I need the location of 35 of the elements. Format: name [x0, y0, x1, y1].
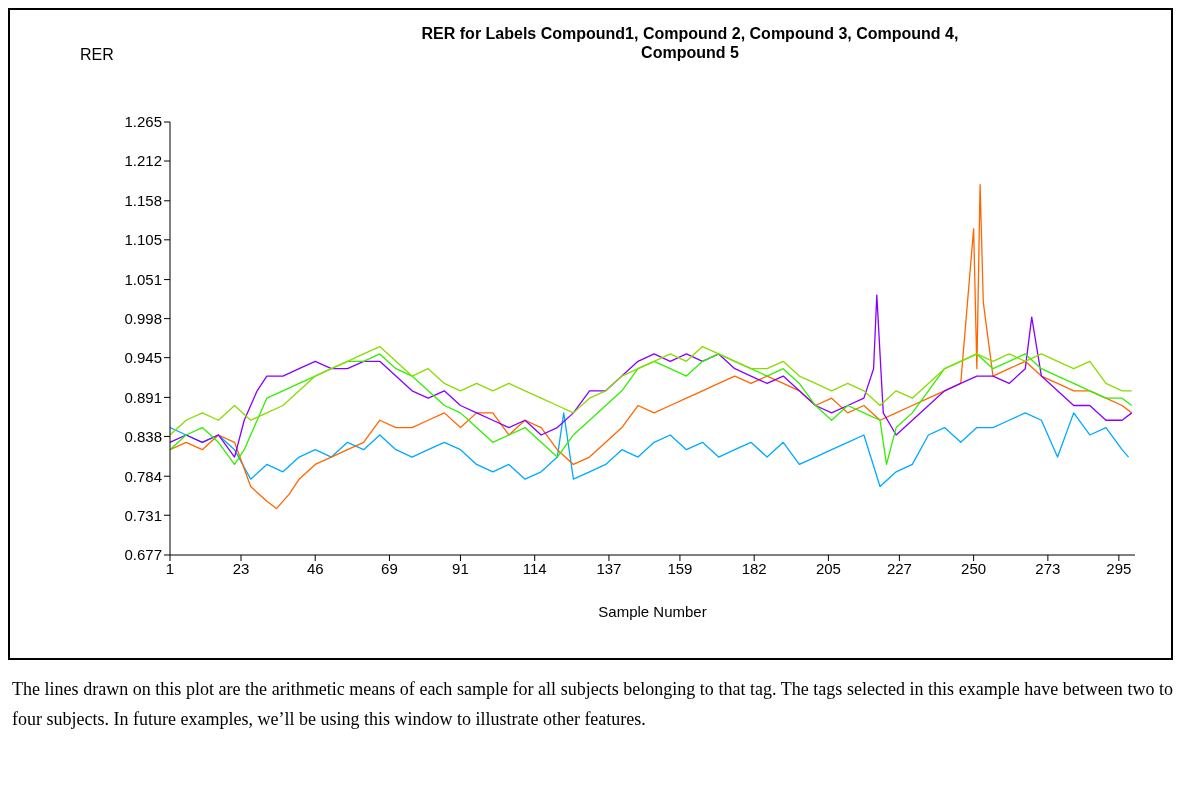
chart-title: RER for Labels Compound1, Compound 2, Compound 3, Compound 4, Compound 5 [420, 24, 960, 62]
y-tick-label: 1.105 [124, 231, 162, 249]
line-series [170, 345, 1133, 436]
line-series [170, 353, 1133, 466]
x-tick-label: 69 [381, 559, 398, 577]
y-tick-label: 0.945 [124, 348, 162, 366]
x-axis-title: Sample Number [598, 603, 707, 620]
x-tick-label: 273 [1035, 559, 1061, 577]
line-series [170, 183, 1133, 510]
x-tick-label: 205 [815, 559, 841, 577]
x-tick-label: 137 [596, 559, 622, 577]
x-tick-label: 159 [667, 559, 693, 577]
x-tick-label: 114 [522, 559, 547, 577]
text: The lines drawn on this plot are the arithmetic means of each sample for all subjects belonging to that tag. The tags selected in this example have between two to four subjects. In future examples, we’ll be using this window to illustrate other features. [12, 678, 1173, 731]
x-tick-label: 91 [452, 559, 469, 577]
line-series [170, 412, 1130, 488]
y-tick-label: 1.265 [124, 113, 162, 131]
x-tick-label: 46 [306, 559, 324, 577]
x-tick-label: 250 [961, 559, 987, 577]
y-tick-label: 0.998 [124, 309, 162, 327]
x-tick-label: 23 [232, 559, 250, 577]
x-tick-label: 227 [886, 559, 912, 577]
y-tick-label: 0.891 [124, 388, 162, 406]
y-tick-label: 1.158 [124, 192, 162, 210]
y-tick-label: 0.838 [124, 427, 162, 445]
y-tick-label: 1.212 [124, 152, 162, 170]
y-tick-label: 0.677 [124, 546, 162, 564]
y-tick-label: 0.731 [124, 506, 162, 524]
y-tick-label: 0.784 [124, 467, 162, 485]
x-tick-label: 182 [741, 559, 767, 577]
y-tick-label: 1.051 [124, 270, 162, 288]
x-tick-label: 295 [1106, 559, 1132, 577]
y-axis-title: RER [80, 46, 114, 64]
x-tick-label: 1 [165, 559, 175, 577]
line-series [170, 294, 1133, 458]
